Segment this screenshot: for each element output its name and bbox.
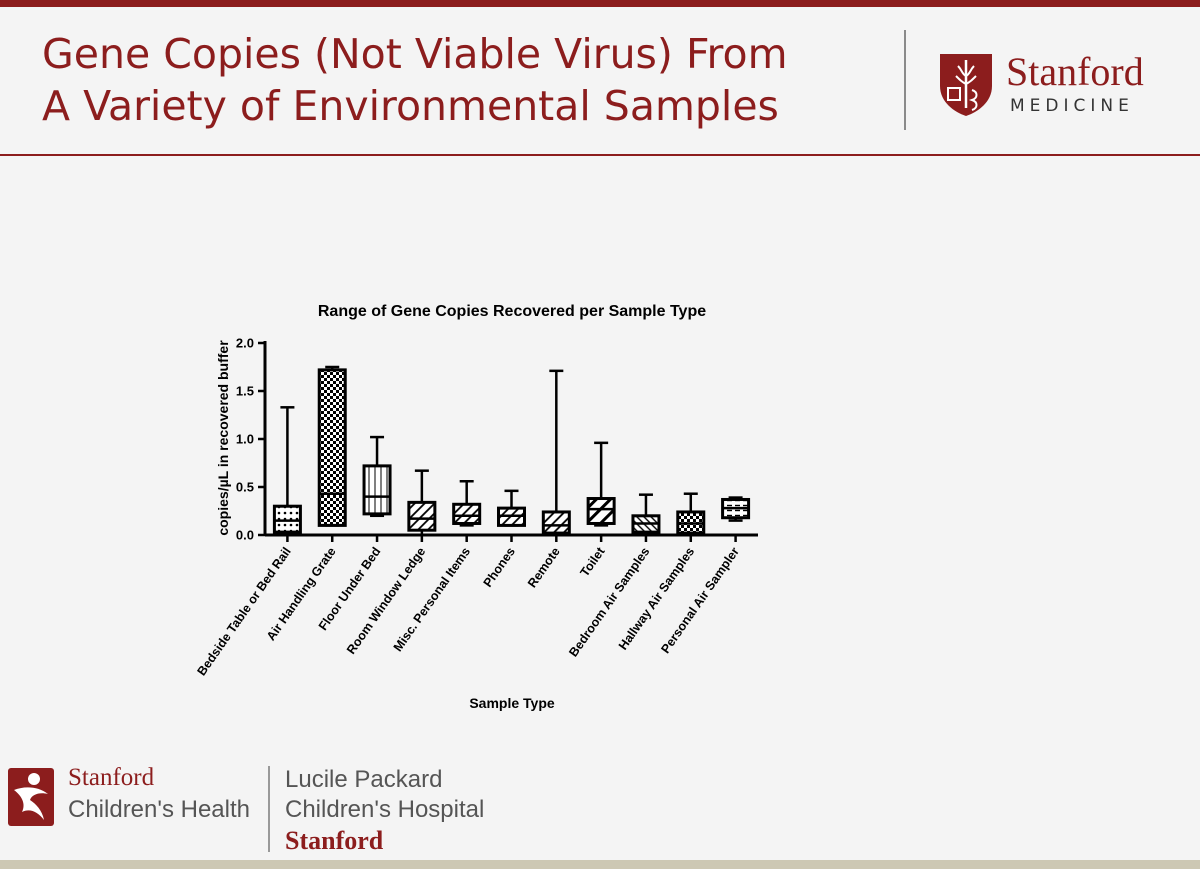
box-4 xyxy=(407,469,437,537)
sch-name-childrens-health: Children's Health xyxy=(68,796,251,823)
stanford-childrens-health-icon xyxy=(8,768,54,826)
y-tick-label: 1.0 xyxy=(236,432,254,447)
y-tick-label: 1.5 xyxy=(236,384,254,399)
box-iqr xyxy=(541,510,571,535)
box-7 xyxy=(541,369,571,537)
x-tick-label: Toilet xyxy=(578,544,609,579)
box-3 xyxy=(362,435,392,518)
box-iqr xyxy=(586,497,616,525)
footer-logos: Stanford Children's Health Lucile Packar… xyxy=(0,760,520,860)
box-iqr xyxy=(452,502,482,525)
lpch-name-line-1: Lucile Packard xyxy=(285,766,443,793)
box-10 xyxy=(676,492,706,537)
slide-title-line-1: Gene Copies (Not Viable Virus) From xyxy=(42,30,788,78)
y-tick-label: 2.0 xyxy=(236,336,254,351)
x-tick-label: Bedside Table or Bed Rail xyxy=(194,545,293,679)
stanford-medicine-logo: Stanford MEDICINE xyxy=(938,49,1188,122)
slide-title: Gene Copies (Not Viable Virus) From A Va… xyxy=(42,28,892,132)
x-tick-label: Bedroom Air Samples xyxy=(566,545,652,660)
footer-divider xyxy=(268,766,270,852)
header-rule xyxy=(0,154,1200,156)
chart-title: Range of Gene Copies Recovered per Sampl… xyxy=(318,303,706,320)
box-iqr xyxy=(317,368,347,527)
box-9 xyxy=(631,493,661,537)
x-tick-label: Remote xyxy=(525,545,563,591)
x-tick-label: Personal Air Sampler xyxy=(658,545,742,656)
logo-word-stanford: Stanford xyxy=(1006,49,1144,94)
stanford-shield-icon xyxy=(940,54,992,116)
x-axis-label: Sample Type xyxy=(469,695,555,711)
x-tick-label: Phones xyxy=(481,545,518,590)
y-tick-label: 0.5 xyxy=(236,480,254,495)
box-5 xyxy=(452,479,482,527)
slide-title-line-2: A Variety of Environmental Samples xyxy=(42,82,779,130)
bottom-accent-bar xyxy=(0,860,1200,869)
header-divider xyxy=(904,30,906,130)
sch-name-stanford: Stanford xyxy=(68,764,155,791)
x-tick-label: Misc. Personal Items xyxy=(391,545,473,654)
box-11 xyxy=(721,496,751,522)
box-8 xyxy=(586,441,616,527)
box-1 xyxy=(272,406,302,537)
x-tick-label: Hallway Air Samples xyxy=(616,545,697,653)
lpch-name-line-3: Stanford xyxy=(285,826,384,855)
box-2 xyxy=(317,365,347,527)
top-accent-bar xyxy=(0,0,1200,7)
box-6 xyxy=(497,489,526,527)
box-iqr xyxy=(272,504,302,534)
y-axis-label: copies/µL in recovered buffer xyxy=(215,340,231,536)
lpch-name-line-2: Children's Hospital xyxy=(285,796,485,823)
logo-word-medicine: MEDICINE xyxy=(1010,96,1134,116)
x-tick-label: Room Window Ledge xyxy=(344,545,428,657)
box-iqr xyxy=(407,500,437,532)
box-plot-chart: Range of Gene Copies Recovered per Sampl… xyxy=(194,303,758,711)
y-tick-label: 0.0 xyxy=(236,528,254,543)
box-iqr xyxy=(362,464,392,516)
